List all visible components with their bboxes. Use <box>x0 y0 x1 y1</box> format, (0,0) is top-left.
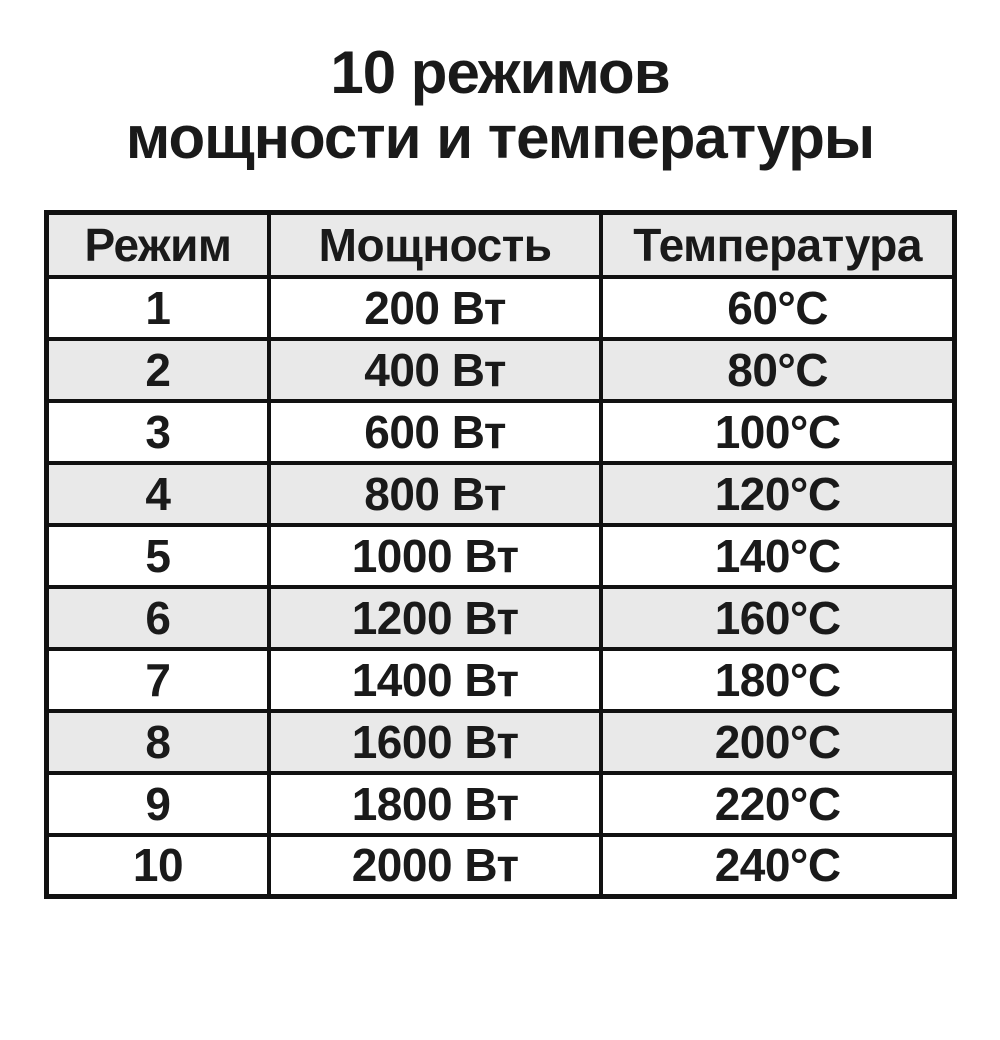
table-header-row: Режим Мощность Температура <box>44 210 957 279</box>
cell-mode: 2 <box>44 336 271 403</box>
modes-table: Режим Мощность Температура 1 200 Вт 60°C 2 4… <box>44 210 957 899</box>
cell-mode: 7 <box>44 646 271 713</box>
table-row: 1 200 Вт 60°C <box>44 274 957 341</box>
cell-temperature: 140°C <box>599 522 957 589</box>
table-row: 5 1000 Вт 140°C <box>44 522 957 589</box>
table-row: 4 800 Вт 120°C <box>44 460 957 527</box>
table-header: Режим Мощность Температура <box>44 210 957 279</box>
table-row: 7 1400 Вт 180°C <box>44 646 957 713</box>
table-row: 9 1800 Вт 220°C <box>44 770 957 837</box>
cell-temperature: 200°C <box>599 708 957 775</box>
cell-power: 1400 Вт <box>266 646 604 713</box>
column-header-power: Мощность <box>266 210 604 279</box>
cell-mode: 5 <box>44 522 271 589</box>
table-body: 1 200 Вт 60°C 2 400 Вт 80°C 3 600 Вт 100°C 4 800 В… <box>44 274 957 899</box>
table-row: 10 2000 Вт 240°C <box>44 832 957 899</box>
table-row: 8 1600 Вт 200°C <box>44 708 957 775</box>
cell-mode: 1 <box>44 274 271 341</box>
page-title-line2: мощности и температуры <box>125 104 875 171</box>
cell-power: 200 Вт <box>266 274 604 341</box>
cell-temperature: 120°C <box>599 460 957 527</box>
cell-temperature: 220°C <box>599 770 957 837</box>
cell-temperature: 160°C <box>599 584 957 651</box>
cell-power: 1000 Вт <box>266 522 604 589</box>
cell-power: 400 Вт <box>266 336 604 403</box>
cell-mode: 4 <box>44 460 271 527</box>
cell-power: 1200 Вт <box>266 584 604 651</box>
cell-power: 1800 Вт <box>266 770 604 837</box>
cell-power: 2000 Вт <box>266 832 604 899</box>
cell-power: 1600 Вт <box>266 708 604 775</box>
cell-temperature: 60°C <box>599 274 957 341</box>
column-header-temperature: Температура <box>599 210 957 279</box>
cell-temperature: 180°C <box>599 646 957 713</box>
cell-mode: 6 <box>44 584 271 651</box>
cell-mode: 3 <box>44 398 271 465</box>
page-title: 10 режимов мощности и температуры <box>0 40 1000 170</box>
cell-temperature: 80°C <box>599 336 957 403</box>
cell-temperature: 240°C <box>599 832 957 899</box>
cell-mode: 10 <box>44 832 271 899</box>
table-row: 3 600 Вт 100°C <box>44 398 957 465</box>
cell-mode: 8 <box>44 708 271 775</box>
cell-power: 600 Вт <box>266 398 604 465</box>
table-row: 2 400 Вт 80°C <box>44 336 957 403</box>
cell-power: 800 Вт <box>266 460 604 527</box>
cell-mode: 9 <box>44 770 271 837</box>
cell-temperature: 100°C <box>599 398 957 465</box>
page-title-line1: 10 режимов <box>330 39 670 106</box>
page: 10 режимов мощности и температуры Режим … <box>0 40 1000 1040</box>
column-header-mode: Режим <box>44 210 271 279</box>
table-row: 6 1200 Вт 160°C <box>44 584 957 651</box>
